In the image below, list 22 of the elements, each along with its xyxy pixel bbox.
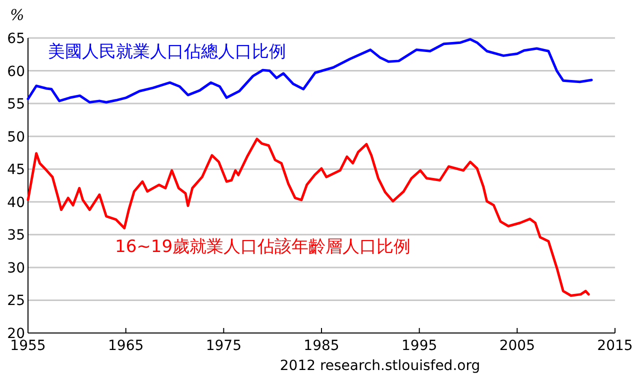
x-tick-label: 1975 [206, 338, 242, 354]
x-tick-label: 2005 [499, 338, 535, 354]
x-tick-label: 1985 [304, 338, 340, 354]
x-tick-label: 1965 [108, 338, 144, 354]
y-tick-label: 55 [7, 96, 25, 113]
series-label: 美國人民就業人口佔總人口比例 [48, 42, 286, 62]
y-tick-label: 25 [7, 293, 25, 310]
text: 2012 research.stlouisfed.org [280, 358, 480, 374]
y-axis-title: % [10, 6, 24, 24]
y-tick-label: 65 [7, 31, 25, 47]
y-tick-label: 40 [7, 194, 25, 211]
x-tick-label: 1995 [402, 338, 438, 354]
series-label: 16~19歲就業人口佔該年齡層人口比例 [115, 237, 411, 257]
y-tick-label: 45 [7, 162, 25, 178]
y-tick-label: 60 [7, 64, 25, 80]
x-tick-label: 2015 [597, 338, 633, 354]
y-tick-label: 50 [7, 129, 25, 146]
line-series [26, 38, 593, 104]
x-tick-label: 1955 [10, 338, 46, 354]
y-tick-label: 30 [7, 260, 25, 276]
y-tick-label: 35 [7, 228, 25, 244]
line-series [26, 138, 590, 297]
